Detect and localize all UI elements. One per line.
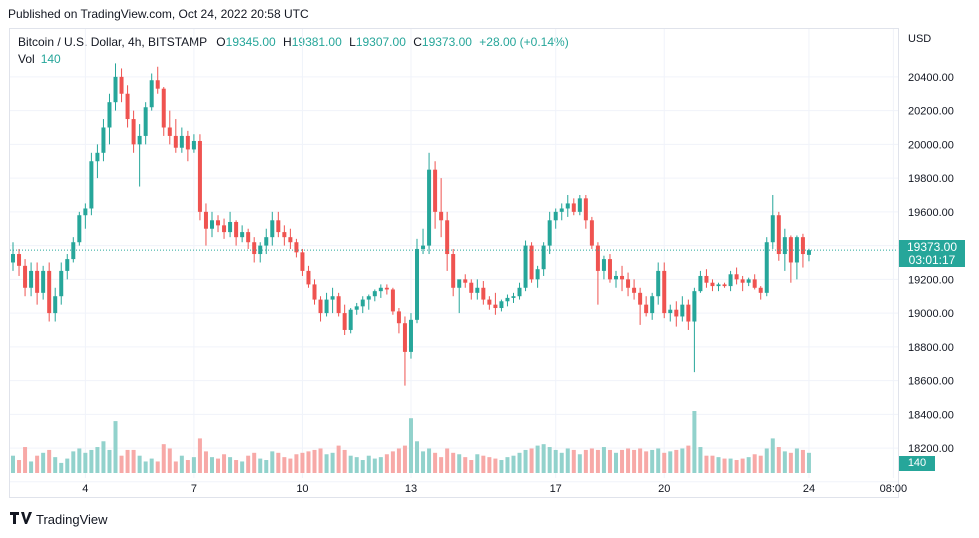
price-tick-label: 19600.00 — [908, 207, 954, 219]
open-label: O — [216, 35, 226, 49]
price-tick-label: 19000.00 — [908, 308, 954, 320]
brand-name: TradingView — [36, 512, 108, 527]
price-tick-label: 18800.00 — [908, 342, 954, 354]
change-value: +28.00 (+0.14%) — [479, 35, 569, 49]
currency-label[interactable]: USD — [908, 33, 932, 45]
published-caption: Published on TradingView.com, Oct 24, 20… — [8, 7, 309, 21]
volume-legend[interactable]: Vol 140 — [18, 52, 61, 66]
last-volume-tag: 140 — [899, 456, 935, 471]
volume-value: 140 — [40, 52, 61, 66]
high-value: 19381.00 — [291, 35, 342, 49]
chart-frame[interactable] — [9, 28, 899, 498]
open-value: 19345.00 — [225, 35, 276, 49]
volume-label: Vol — [18, 52, 35, 66]
price-tick-label: 18400.00 — [908, 409, 954, 421]
tradingview-logo-icon — [10, 512, 32, 527]
price-tick-label: 20200.00 — [908, 106, 954, 118]
symbol-title[interactable]: Bitcoin / U.S. Dollar, 4h, BITSTAMP — [18, 35, 207, 49]
price-tick-label: 20000.00 — [908, 139, 954, 151]
high-label: H — [283, 35, 292, 49]
close-value: 19373.00 — [421, 35, 472, 49]
low-value: 19307.00 — [355, 35, 406, 49]
close-label: C — [413, 35, 422, 49]
last-price-tag: 19373.00 03:01:17 — [899, 240, 965, 267]
symbol-legend[interactable]: Bitcoin / U.S. Dollar, 4h, BITSTAMP O193… — [18, 35, 569, 49]
low-label: L — [349, 35, 356, 49]
price-tick-label: 18200.00 — [908, 443, 954, 455]
price-tick-label: 19800.00 — [908, 173, 954, 185]
last-price-value: 19373.00 — [906, 240, 958, 254]
price-tick-label: 18600.00 — [908, 376, 954, 388]
bar-countdown: 03:01:17 — [908, 253, 956, 267]
price-tick-label: 20400.00 — [908, 72, 954, 84]
price-tick-label: 19200.00 — [908, 274, 954, 286]
footer-brand[interactable]: TradingView — [10, 512, 108, 527]
